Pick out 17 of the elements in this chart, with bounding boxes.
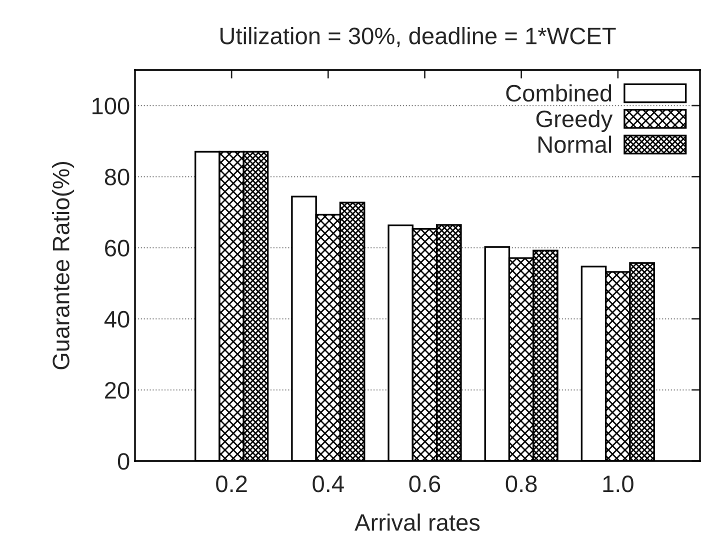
y-axis-title: Guarantee Ratio(%) <box>52 162 74 370</box>
y-tick-label: 20 <box>105 382 130 399</box>
y-tick-label: 40 <box>104 310 130 328</box>
chart-title: Utilization = 30%, deadline = 1*WCET <box>220 26 616 48</box>
x-tick-label: 1.0 <box>603 476 634 492</box>
y-tick-label: 0 <box>118 453 130 470</box>
legend-label: Greedy <box>536 110 613 132</box>
x-tick-label: 0.4 <box>312 476 344 492</box>
x-tick-label: 0.8 <box>506 476 537 492</box>
y-tick-label: 60 <box>105 240 130 257</box>
y-tick-label: 80 <box>104 168 130 186</box>
legend-label: Normal <box>538 136 612 153</box>
x-tick-label: 0.2 <box>216 476 247 492</box>
x-tick-label: 0.6 <box>409 476 440 492</box>
y-tick-label: 100 <box>92 98 130 114</box>
legend-label: Combined <box>506 84 612 102</box>
x-axis-title: Arrival rates <box>354 514 480 531</box>
